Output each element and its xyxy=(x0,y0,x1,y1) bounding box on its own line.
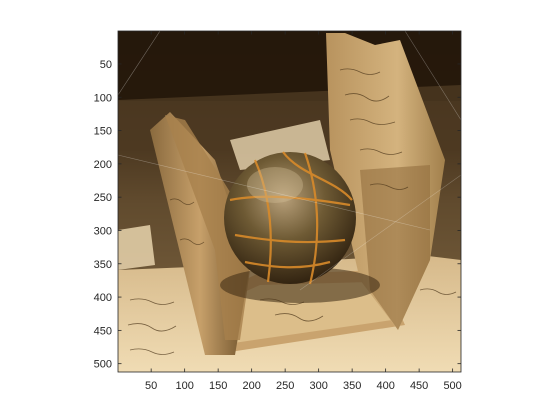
x-tick-label: 150 xyxy=(209,380,227,392)
image-handwriting xyxy=(127,68,457,355)
image-light-patch-left xyxy=(118,225,155,270)
y-tick-label: 150 xyxy=(94,126,112,138)
y-tick-label: 400 xyxy=(94,292,112,304)
x-tick-label: 200 xyxy=(242,380,260,392)
y-tick-label: 450 xyxy=(94,325,112,337)
y-tick-label: 200 xyxy=(94,159,112,171)
y-tick-label: 350 xyxy=(94,259,112,271)
x-axis-ticks: 50 100 150 200 250 300 350 400 450 500 xyxy=(145,31,462,392)
image-content xyxy=(118,31,461,372)
x-tick-label: 300 xyxy=(309,380,327,392)
x-tick-label: 100 xyxy=(175,380,193,392)
y-tick-label: 50 xyxy=(100,59,112,71)
image-light-ray-3 xyxy=(404,31,461,121)
x-tick-label: 450 xyxy=(410,380,428,392)
y-tick-label: 500 xyxy=(94,359,112,371)
y-tick-label: 300 xyxy=(94,225,112,237)
x-tick-label: 350 xyxy=(343,380,361,392)
x-tick-label: 50 xyxy=(145,380,157,392)
y-tick-label: 250 xyxy=(94,192,112,204)
image-sphere-cracks xyxy=(229,151,353,285)
x-tick-label: 500 xyxy=(443,380,461,392)
axes-frame xyxy=(117,30,462,373)
x-tick-label: 250 xyxy=(276,380,294,392)
image-light-ray-2 xyxy=(118,154,431,231)
y-tick-label: 100 xyxy=(94,92,112,104)
y-axis-ticks: 50 100 150 200 250 300 350 400 450 500 xyxy=(94,59,461,371)
image-sphere xyxy=(224,152,356,284)
x-tick-label: 400 xyxy=(376,380,394,392)
image-light-ray-4 xyxy=(299,174,461,291)
image-light-ray-1 xyxy=(118,31,161,96)
image-sphere-highlight xyxy=(247,167,303,203)
